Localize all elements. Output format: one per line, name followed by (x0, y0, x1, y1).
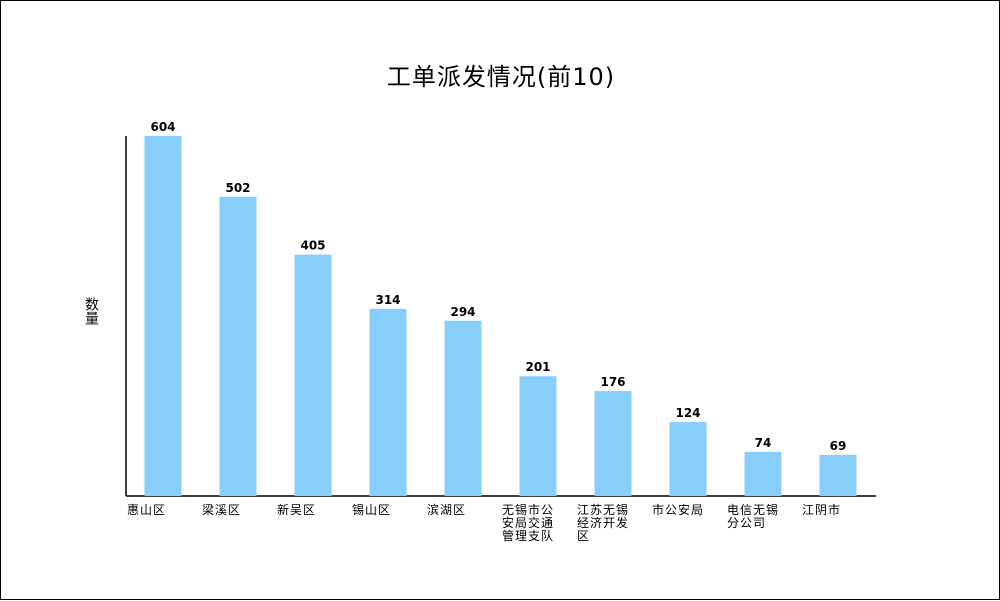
category-label: 电信无锡分公司 (727, 502, 779, 530)
bar (444, 320, 482, 496)
category-label: 锡山区 (352, 502, 391, 517)
bar (144, 136, 182, 496)
bar (369, 308, 407, 496)
bar-value-label: 74 (755, 436, 772, 450)
category-label: 新吴区 (277, 502, 316, 517)
bar-value-label: 201 (525, 360, 550, 374)
bar (519, 376, 557, 496)
category-label: 无锡市公安局交通管理支队 (502, 502, 554, 543)
bar-value-label: 502 (225, 181, 250, 195)
bar-value-label: 604 (150, 120, 175, 134)
bar-value-label: 69 (830, 439, 847, 453)
category-label: 江阴市 (802, 502, 841, 517)
bar (669, 422, 707, 496)
bar (819, 454, 857, 496)
bar (744, 451, 782, 496)
category-label: 梁溪区 (202, 502, 241, 517)
bar (219, 196, 257, 496)
category-label: 惠山区 (127, 503, 166, 517)
bar-value-label: 176 (600, 375, 625, 389)
bar-value-label: 294 (450, 305, 475, 319)
bar-value-label: 314 (375, 293, 400, 307)
category-label: 市公安局 (652, 502, 704, 517)
chart-title: 工单派发情况(前10) (386, 63, 616, 91)
bar-value-label: 124 (675, 406, 700, 420)
bar-value-label: 405 (300, 239, 325, 253)
bar (294, 254, 332, 496)
category-label: 江苏无锡经济开发区 (577, 502, 629, 543)
category-label: 滨湖区 (427, 502, 466, 517)
y-axis-label: 数量 (83, 297, 99, 325)
bar (594, 391, 632, 496)
